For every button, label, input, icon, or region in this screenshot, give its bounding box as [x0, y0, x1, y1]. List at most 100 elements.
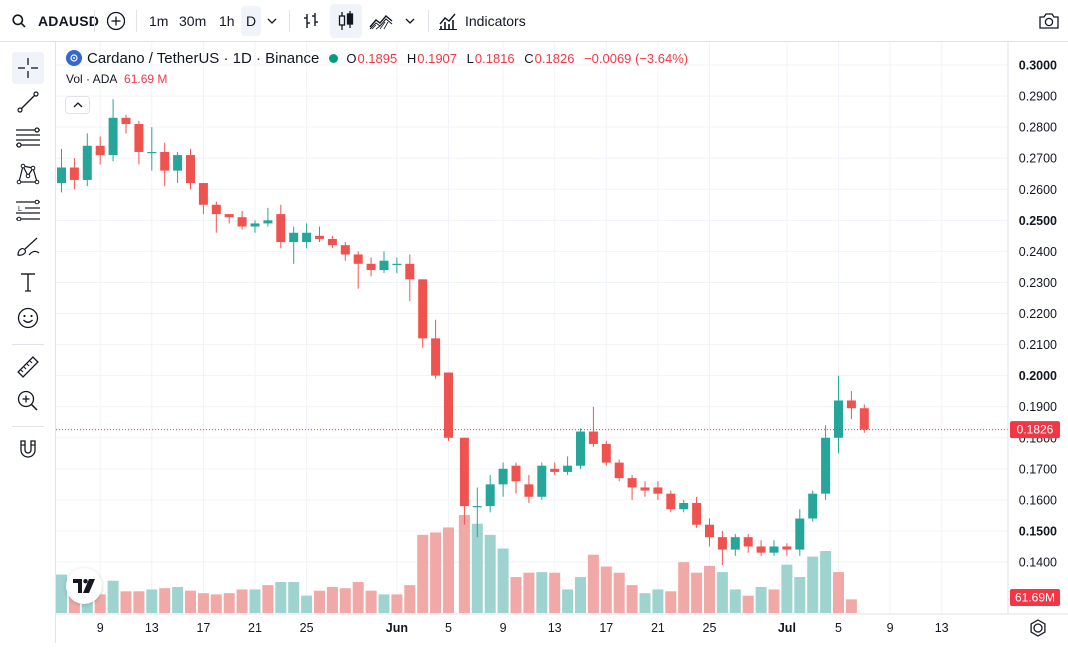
price-tick-label: 0.2200 [1019, 307, 1057, 321]
chevron-down-icon[interactable] [400, 0, 420, 42]
interval-30m[interactable]: 30m [179, 13, 207, 29]
add-symbol-icon[interactable] [104, 0, 128, 42]
price-chart[interactable]: 0.3000 0.2900 0.2800 0.2700 0.2600 0.2500 0.24… [56, 42, 1068, 643]
settings-gear-icon[interactable] [1030, 619, 1046, 637]
candle-body [340, 245, 350, 255]
interval-1h[interactable]: 1h [219, 13, 235, 29]
volume-bar [575, 577, 586, 613]
time-tick-label: Jun [386, 621, 408, 635]
volume-bar [613, 572, 625, 613]
candles [57, 99, 869, 566]
candle [769, 540, 779, 556]
candle-body [276, 214, 286, 243]
volume-bar [223, 593, 235, 613]
zoom-in-icon[interactable] [12, 385, 44, 417]
volume-bar [288, 582, 300, 613]
crosshair-icon[interactable] [12, 52, 44, 84]
current-volume-text: 61.69M [1015, 591, 1055, 605]
volume-bar [523, 572, 535, 613]
candle-body [353, 254, 363, 264]
price-tick-label: 0.2900 [1019, 90, 1057, 104]
candle [717, 530, 727, 566]
price-tick-label: 0.1600 [1019, 493, 1057, 507]
candle-body [147, 151, 157, 154]
low-value: 0.1816 [474, 50, 515, 66]
drawing-toolbar: L [0, 42, 56, 643]
volume-bar [510, 577, 522, 613]
candle-body [550, 468, 560, 472]
camera-icon[interactable] [1036, 0, 1062, 42]
candle [82, 133, 92, 187]
tradingview-logo-icon [73, 579, 95, 593]
price-tick-label: 0.2500 [1019, 214, 1057, 228]
candle [147, 127, 157, 171]
candle-body [859, 408, 869, 430]
candle-body [82, 145, 92, 180]
candle-body [121, 117, 131, 125]
time-tick-label: 21 [651, 621, 665, 635]
tradingview-logo[interactable] [66, 568, 102, 604]
candle-body [95, 145, 105, 156]
candle-body [237, 217, 247, 227]
candle [834, 375, 843, 454]
volume-bar [378, 594, 390, 613]
volume-bar [146, 589, 158, 613]
volume-bar [172, 586, 184, 613]
text-icon[interactable] [12, 266, 44, 298]
price-tick-label: 0.2100 [1019, 338, 1057, 352]
volume-bar [600, 566, 612, 613]
candle [431, 319, 441, 379]
symbol-search[interactable]: ADAUSD [12, 0, 99, 42]
price-tick-label: 0.2400 [1019, 245, 1057, 259]
fib-retracement-icon[interactable] [12, 122, 44, 154]
volume-bar [755, 586, 767, 613]
volume-bar [210, 594, 222, 613]
candle [795, 509, 805, 556]
magnet-icon[interactable] [12, 433, 44, 465]
ruler-icon[interactable] [12, 351, 44, 383]
ohlc-values: O0.1895 H0.1907 L0.1816 C0.1826 −0.0069 … [346, 51, 694, 66]
legend-title[interactable]: Cardano / TetherUS · 1D · Binance [87, 49, 320, 67]
candle-body [289, 232, 299, 243]
candle [405, 254, 415, 302]
volume-bar [197, 593, 209, 613]
candle-body [173, 155, 183, 171]
candle [186, 148, 195, 190]
volume-bar [404, 585, 416, 613]
time-tick-label: 9 [887, 621, 894, 635]
time-tick-label: 13 [145, 621, 159, 635]
symbol-label: ADAUSD [38, 13, 100, 29]
trend-line-icon[interactable] [12, 86, 44, 118]
indicators-button[interactable]: Indicators [438, 0, 526, 42]
volume-bar [716, 572, 728, 613]
price-tick-label: 0.3000 [1019, 59, 1057, 73]
xabcd-pattern-icon[interactable] [12, 158, 44, 190]
top-toolbar: ADAUSD 1m 30m 1h D Indicators [0, 0, 1068, 42]
bar-style-icon[interactable] [298, 0, 324, 42]
divider [136, 10, 137, 32]
chart-pane[interactable]: 0.3000 0.2900 0.2800 0.2700 0.2600 0.2500 0.24… [56, 42, 1068, 643]
interval-1m[interactable]: 1m [149, 13, 169, 29]
long-position-icon[interactable]: L [12, 194, 44, 226]
volume-bar [133, 591, 145, 613]
chevron-down-icon[interactable] [262, 0, 282, 42]
candle-body [186, 155, 195, 184]
area-style-icon[interactable] [368, 0, 394, 42]
candle-body [769, 546, 779, 553]
candle-body [485, 484, 495, 507]
candle [550, 462, 560, 476]
collapse-legend-button[interactable] [65, 96, 90, 114]
brush-icon[interactable] [12, 230, 44, 262]
candle [108, 99, 118, 162]
interval-d[interactable]: D [241, 6, 262, 36]
candles-icon[interactable] [330, 4, 362, 38]
candle-body [498, 468, 508, 485]
volume-legend[interactable]: Vol · ADA 61.69 M [66, 72, 167, 86]
candle-body [472, 506, 482, 508]
emoji-icon[interactable] [12, 302, 44, 334]
volume-bar [665, 591, 677, 613]
volume-bar [704, 565, 715, 613]
volume-bar [768, 589, 780, 613]
price-tick-label: 0.2300 [1019, 276, 1057, 290]
volume-bar [365, 590, 377, 613]
